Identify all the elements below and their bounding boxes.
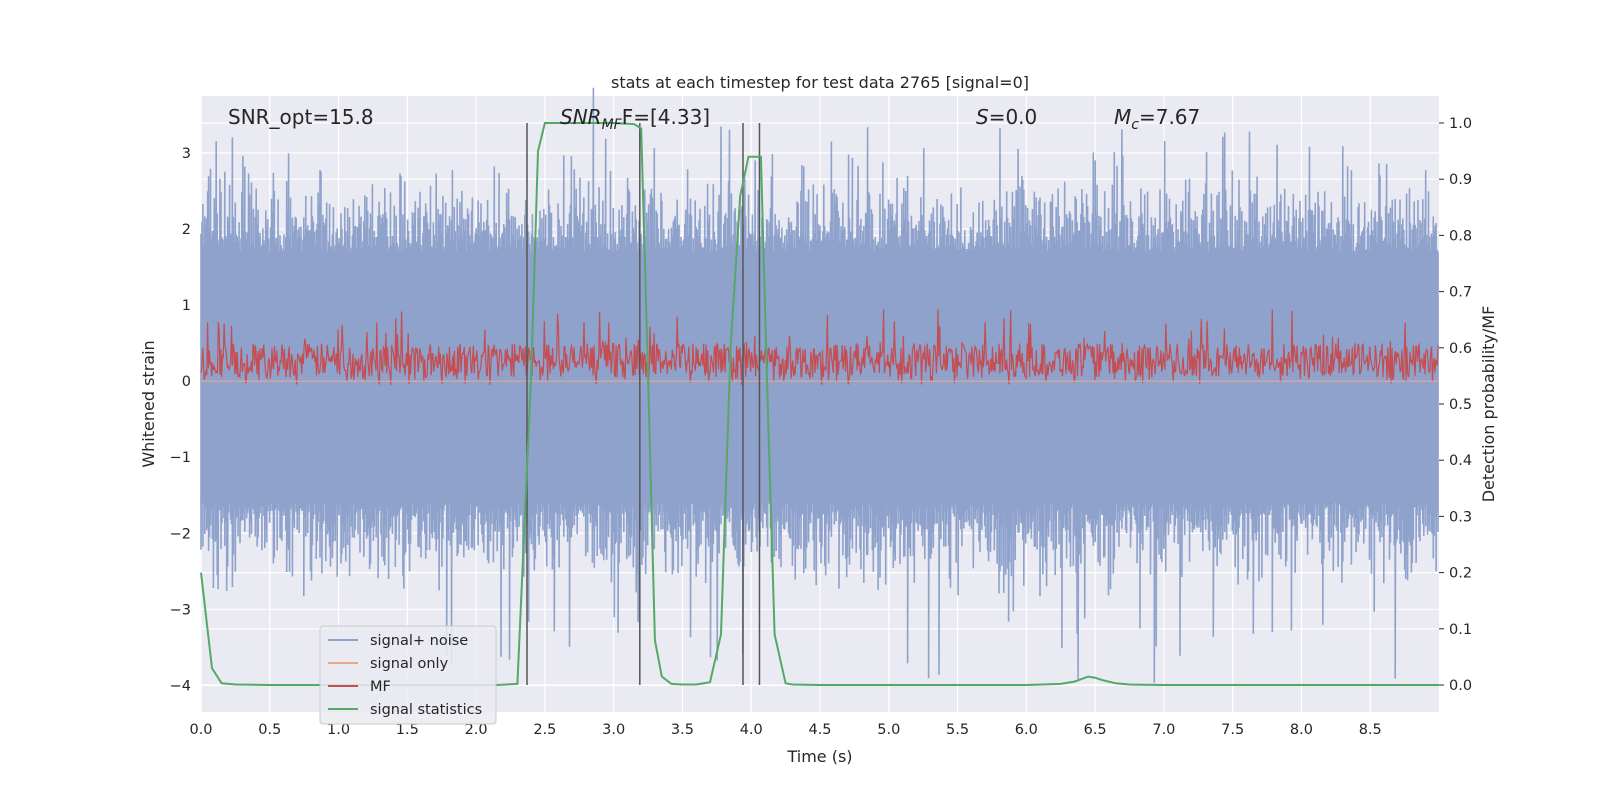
x-tick-label-12: 6.0 [1015, 722, 1038, 738]
x-tick-label-9: 4.5 [808, 722, 831, 738]
y-axis-label-left: Whitened strain [139, 340, 158, 467]
series-signal-noise [200, 87, 1439, 683]
y-right-tick-label-3: 0.3 [1449, 509, 1472, 525]
annotation-mc: Mc=7.67 [1114, 105, 1200, 133]
y-left-tick-label-3: −1 [170, 450, 191, 466]
chart-title: stats at each timestep for test data 276… [611, 73, 1029, 92]
line-signal-noise [200, 87, 1439, 683]
annotation-snr-mf-sub: MF [602, 117, 623, 133]
legend-label-mf: MF [370, 679, 391, 695]
x-tick-label-13: 6.5 [1084, 722, 1107, 738]
legend-label-signal-only: signal only [370, 656, 449, 672]
y-left-tick-label-7: 3 [182, 146, 191, 162]
x-tick-label-3: 1.5 [396, 722, 419, 738]
annotation-snr-mf: SNRMFF=[4.33] [560, 105, 710, 133]
x-tick-label-15: 7.5 [1221, 722, 1244, 738]
x-tick-label-11: 5.5 [946, 722, 969, 738]
annotation-s-rest: =0.0 [989, 105, 1038, 129]
y-left-tick-label-1: −3 [170, 602, 191, 618]
x-tick-label-16: 8.0 [1290, 722, 1313, 738]
y-axis-label-right: Detection probability/MF [1479, 306, 1498, 503]
y-right-tick-label-0: 0.0 [1449, 678, 1472, 694]
legend-label-signal-noise: signal+ noise [370, 633, 468, 649]
x-tick-label-7: 3.5 [671, 722, 694, 738]
series-signal-statistics [200, 122, 1439, 686]
annotation-snr-mf-rest: F=[4.33] [622, 105, 710, 129]
y-right-tick-label-10: 1.0 [1449, 116, 1472, 132]
annotation-snr-mf-main: SNR [560, 105, 602, 129]
x-tick-label-8: 4.0 [740, 722, 763, 738]
vertical-markers [526, 122, 761, 686]
x-tick-label-10: 5.0 [877, 722, 900, 738]
x-tick-label-4: 2.0 [465, 722, 488, 738]
annotation-s: S=0.0 [976, 105, 1037, 129]
annotation-mc-rest: =7.67 [1139, 105, 1200, 129]
annotation-snr-opt: SNR_opt=15.8 [228, 105, 374, 129]
line-mf [200, 308, 1439, 385]
y-right-tick-label-6: 0.6 [1449, 341, 1472, 357]
x-tick-label-5: 2.5 [533, 722, 556, 738]
line-signal-statistics [200, 122, 1439, 686]
x-tick-label-2: 1.0 [327, 722, 350, 738]
annotation-mc-main: M [1114, 105, 1131, 129]
y-right-tick-label-7: 0.7 [1449, 285, 1472, 301]
x-axis-label: Time (s) [786, 747, 852, 766]
x-tick-label-14: 7.0 [1152, 722, 1175, 738]
y-left-tick-label-5: 1 [182, 298, 191, 314]
series-mf [200, 308, 1439, 385]
tick-labels: 0.0 0.5 1.0 1.5 2.0 2.5 3.0 3.5 4.0 4.5 5.0 5.5 6.0 6… [170, 116, 1472, 738]
legend: signal+ noise signal only MF signal stat… [319, 625, 497, 725]
legend-label-signal-statistics: signal statistics [370, 702, 482, 718]
y-right-tick-label-5: 0.5 [1449, 397, 1472, 413]
y-right-tick-label-2: 0.2 [1449, 566, 1472, 582]
y-left-tick-label-2: −2 [170, 526, 191, 542]
x-tick-label-1: 0.5 [258, 722, 281, 738]
annotation-mc-sub: c [1131, 117, 1139, 133]
y-right-tick-label-9: 0.9 [1449, 172, 1472, 188]
x-tick-label-6: 3.0 [602, 722, 625, 738]
y-right-tick-label-4: 0.4 [1449, 453, 1472, 469]
y-right-tick-label-8: 0.8 [1449, 228, 1472, 244]
y-left-tick-label-4: 0 [182, 374, 191, 390]
x-tick-label-17: 8.5 [1359, 722, 1382, 738]
legend-box [319, 625, 497, 725]
y-left-tick-label-0: −4 [170, 678, 191, 694]
x-tick-label-0: 0.0 [189, 722, 212, 738]
y-left-tick-label-6: 2 [182, 222, 191, 238]
annotation-s-main: S [976, 105, 989, 129]
y-right-tick-label-1: 0.1 [1449, 622, 1472, 638]
